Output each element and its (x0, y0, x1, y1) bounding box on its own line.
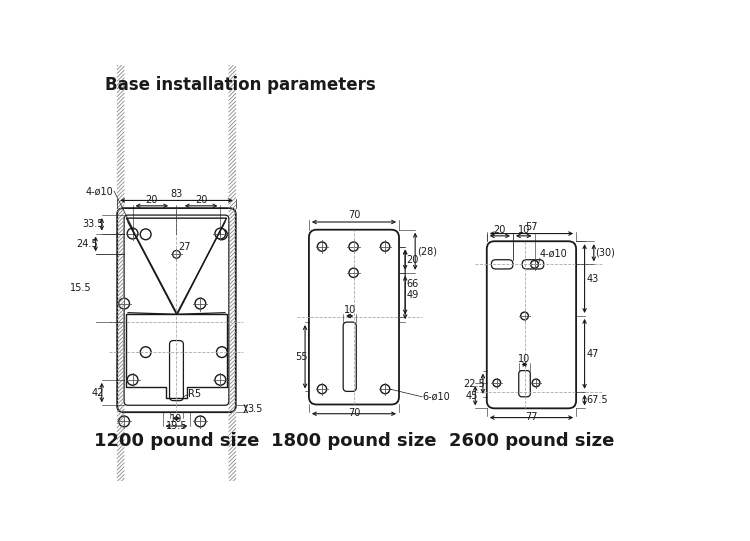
FancyBboxPatch shape (170, 341, 184, 401)
Circle shape (217, 229, 227, 240)
Circle shape (118, 416, 130, 427)
Text: 45: 45 (465, 391, 478, 401)
Circle shape (520, 312, 528, 320)
Text: 19.5: 19.5 (166, 421, 188, 431)
Circle shape (380, 242, 390, 251)
Text: 2600 pound size: 2600 pound size (448, 432, 614, 451)
Text: (30): (30) (596, 248, 615, 258)
Circle shape (140, 347, 151, 358)
Text: 6-ø10: 6-ø10 (422, 392, 450, 402)
Circle shape (128, 228, 138, 239)
FancyBboxPatch shape (309, 230, 399, 405)
Text: Base installation parameters: Base installation parameters (105, 76, 376, 95)
Text: 4-ø10: 4-ø10 (540, 248, 568, 258)
Circle shape (128, 374, 138, 385)
Text: (28): (28) (417, 246, 436, 256)
Text: 27: 27 (178, 242, 190, 252)
FancyBboxPatch shape (117, 208, 236, 412)
Circle shape (380, 385, 390, 394)
Circle shape (215, 374, 226, 385)
Text: 66: 66 (406, 279, 419, 289)
Circle shape (349, 268, 358, 278)
Text: 22.5: 22.5 (464, 379, 485, 388)
Circle shape (195, 298, 206, 309)
Text: 15.5: 15.5 (70, 283, 92, 293)
Text: 42: 42 (92, 387, 104, 398)
Text: 70: 70 (348, 408, 360, 418)
Text: 20: 20 (406, 255, 419, 265)
Text: 10: 10 (518, 225, 530, 235)
Text: 10: 10 (518, 354, 531, 364)
FancyBboxPatch shape (491, 260, 513, 269)
Text: 49: 49 (406, 290, 419, 300)
Circle shape (349, 242, 358, 251)
Text: 83: 83 (170, 189, 182, 199)
Circle shape (493, 379, 501, 387)
Circle shape (532, 379, 540, 387)
Circle shape (195, 416, 206, 427)
Circle shape (531, 261, 538, 268)
Text: 57: 57 (525, 222, 538, 232)
Text: 1200 pound size: 1200 pound size (94, 432, 260, 451)
Text: 55: 55 (295, 352, 307, 362)
Text: 77: 77 (525, 412, 538, 422)
Text: 1800 pound size: 1800 pound size (272, 432, 436, 451)
Circle shape (140, 229, 151, 240)
FancyBboxPatch shape (487, 241, 576, 408)
Text: 24.5: 24.5 (76, 239, 98, 249)
FancyBboxPatch shape (519, 371, 530, 397)
FancyBboxPatch shape (344, 322, 356, 391)
Text: 47: 47 (586, 349, 598, 359)
Text: 70: 70 (348, 210, 360, 221)
Text: 10: 10 (170, 414, 182, 424)
Text: 20: 20 (146, 195, 158, 205)
Circle shape (317, 385, 327, 394)
Circle shape (215, 228, 226, 239)
Text: 20: 20 (195, 195, 207, 205)
Text: 10: 10 (344, 305, 355, 315)
Text: R5: R5 (188, 390, 201, 399)
Circle shape (217, 347, 227, 358)
Circle shape (172, 250, 180, 258)
Text: 4-ø10: 4-ø10 (86, 186, 113, 196)
FancyBboxPatch shape (522, 260, 544, 269)
Circle shape (317, 242, 327, 251)
Text: 43: 43 (586, 274, 598, 283)
Text: 3.5: 3.5 (248, 404, 262, 414)
Text: 20: 20 (494, 225, 506, 235)
Text: 67.5: 67.5 (586, 395, 608, 405)
Text: 33.5: 33.5 (82, 219, 104, 229)
Circle shape (118, 298, 130, 309)
